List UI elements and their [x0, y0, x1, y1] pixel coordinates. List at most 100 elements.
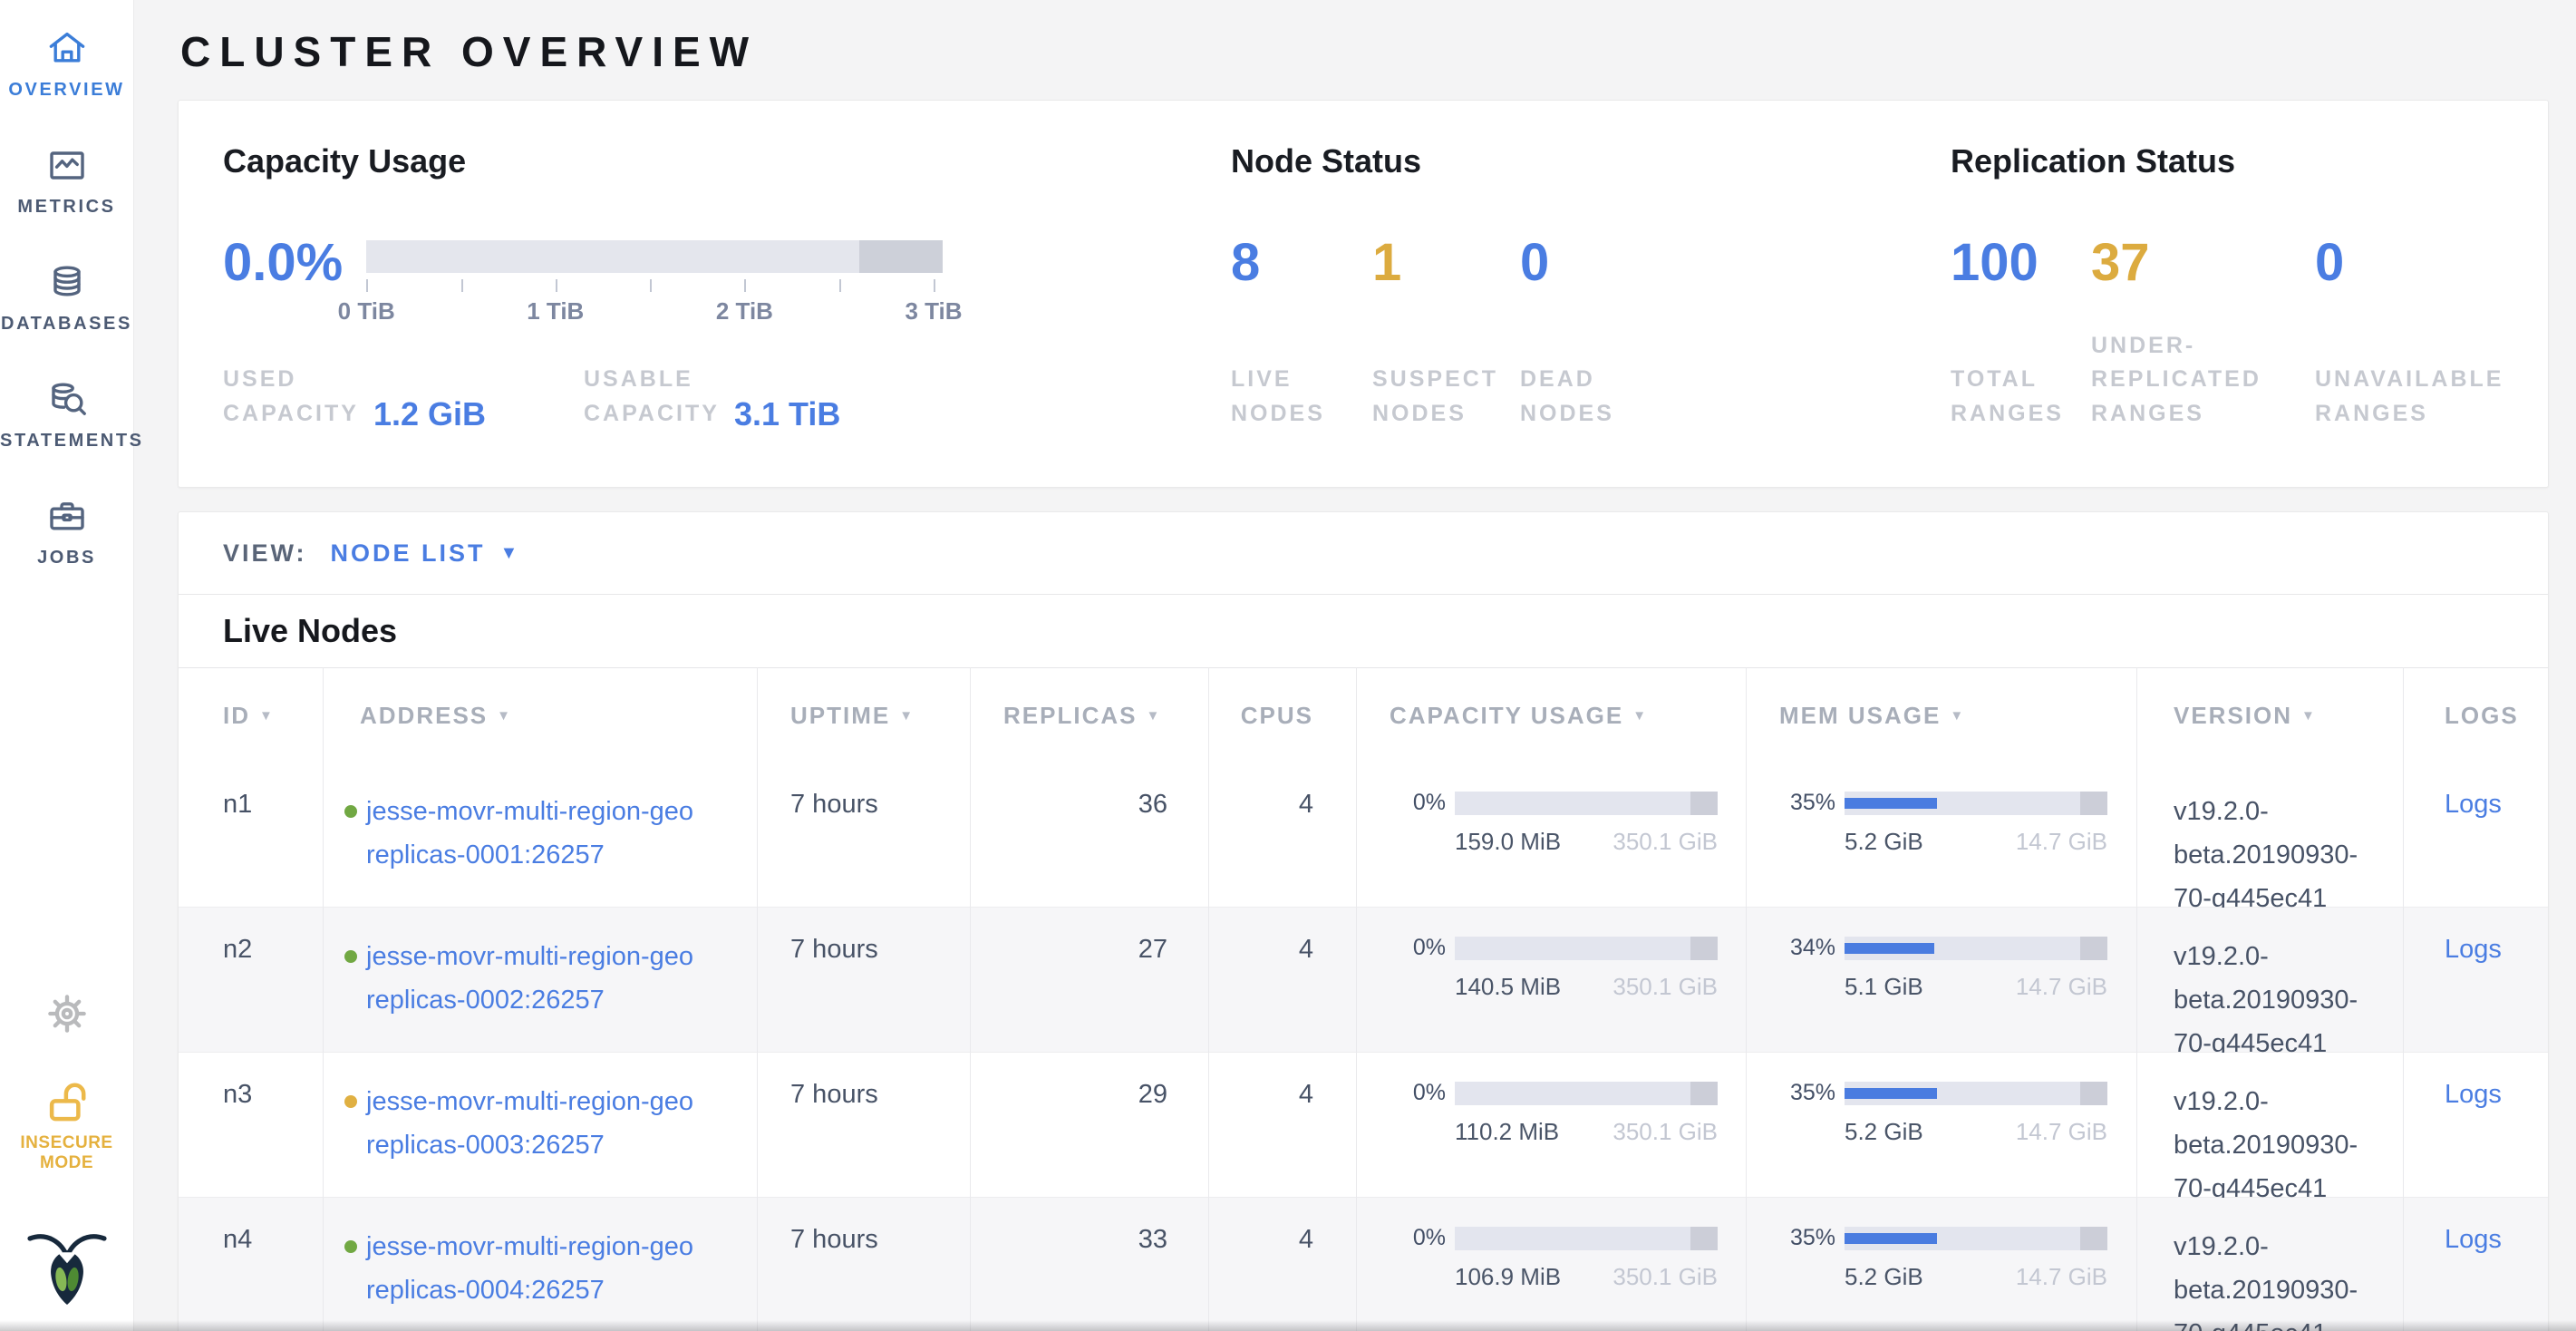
- node-address-cell: jesse-movr-multi-region-geo replicas-000…: [323, 1198, 757, 1331]
- sidebar-item-statements[interactable]: STATEMENTS: [0, 355, 141, 471]
- node-mem-cell: 34% 5.1 GiB 14.7 GiB: [1746, 908, 2136, 1053]
- mem-used-value: 5.2 GiB: [1845, 1263, 1923, 1290]
- mem-percent-label: 35%: [1789, 1225, 1835, 1250]
- dead-nodes-stat: 0 DEAD NODES: [1520, 237, 1633, 431]
- node-replicas-cell: 29: [970, 1053, 1208, 1198]
- capacity-total-value: 350.1 GiB: [1612, 828, 1718, 855]
- column-header-capacity-usage[interactable]: CAPACITY USAGE ▼: [1356, 667, 1746, 763]
- node-address-link[interactable]: jesse-movr-multi-region-geo: [366, 942, 693, 971]
- used-capacity-stat: USED CAPACITY 1.2 GiB: [223, 363, 584, 432]
- capacity-percent-label: 0%: [1412, 790, 1446, 815]
- sort-icon: ▼: [1632, 707, 1649, 724]
- node-version-cell: v19.2.0-beta.20190930-70-g445ec41: [2136, 763, 2403, 913]
- home-icon: [45, 27, 89, 71]
- page-title: CLUSTER OVERVIEW: [180, 28, 759, 75]
- node-logs-cell: Logs: [2403, 908, 2548, 1053]
- node-address-link[interactable]: replicas-0001:26257: [366, 840, 605, 870]
- mem-bar: [1845, 936, 2107, 960]
- node-version-cell: v19.2.0-beta.20190930-70-g445ec41: [2136, 1198, 2403, 1331]
- node-address-cell: jesse-movr-multi-region-geo replicas-000…: [323, 763, 757, 908]
- settings-button[interactable]: [0, 990, 133, 1037]
- jobs-icon: [45, 495, 89, 539]
- node-id-cell: n1: [179, 763, 323, 908]
- column-header-version[interactable]: VERSION ▼: [2136, 667, 2403, 763]
- sidebar-item-databases[interactable]: DATABASES: [0, 238, 133, 355]
- insecure-mode-label: INSECURE MODE: [20, 1133, 113, 1172]
- node-status-icon: [344, 805, 357, 818]
- sidebar-item-overview[interactable]: OVERVIEW: [0, 0, 133, 121]
- node-address-cell: jesse-movr-multi-region-geo replicas-000…: [323, 1053, 757, 1198]
- unlock-icon: [0, 1075, 133, 1124]
- used-capacity-label: USED CAPACITY: [223, 366, 359, 426]
- usable-capacity-value: 3.1 TiB: [734, 395, 841, 432]
- logs-link[interactable]: Logs: [2445, 1080, 2502, 1109]
- capacity-bar-nonusable: [858, 240, 944, 273]
- mem-used-value: 5.1 GiB: [1845, 973, 1923, 1000]
- node-address-link[interactable]: replicas-0002:26257: [366, 986, 605, 1015]
- capacity-bar-chart: 0 TiB 1 TiB 2 TiB 3 TiB: [337, 240, 963, 325]
- mem-bar: [1845, 791, 2107, 815]
- total-ranges-stat: 100 TOTAL RANGES: [1951, 237, 2091, 431]
- suspect-nodes-label: SUSPECT NODES: [1372, 366, 1499, 426]
- capacity-axis-labels: 0 TiB 1 TiB 2 TiB 3 TiB: [337, 297, 963, 325]
- metrics-icon: [45, 144, 89, 188]
- replication-status-section: Replication Status 100 TOTAL RANGES 37 U…: [1951, 142, 2512, 487]
- node-status-title: Node Status: [1231, 142, 1422, 180]
- total-ranges-label: TOTAL RANGES: [1951, 366, 2064, 426]
- cockroachdb-logo[interactable]: [0, 1219, 133, 1309]
- sidebar-item-jobs[interactable]: JOBS: [0, 471, 133, 588]
- usable-capacity-label: USABLE CAPACITY: [584, 366, 720, 426]
- live-nodes-title: Live Nodes: [223, 612, 398, 649]
- node-status-icon: [344, 950, 357, 963]
- view-dropdown-value: NODE LIST: [330, 539, 486, 567]
- node-replicas-cell: 36: [970, 763, 1208, 908]
- capacity-bar-track: [366, 240, 944, 273]
- node-version-cell: v19.2.0-beta.20190930-70-g445ec41: [2136, 1053, 2403, 1203]
- sort-icon: ▼: [899, 707, 915, 724]
- sidebar-item-label: OVERVIEW: [8, 80, 125, 100]
- sidebar-item-label: DATABASES: [1, 314, 132, 334]
- column-header-logs: LOGS: [2403, 667, 2548, 763]
- logs-link[interactable]: Logs: [2445, 935, 2502, 964]
- suspect-nodes-stat: 1 SUSPECT NODES: [1372, 237, 1520, 431]
- databases-icon: [45, 261, 89, 305]
- node-list-card: VIEW: NODE LIST ▼ Live Nodes ID ▼ ADDRESS…: [178, 511, 2549, 1331]
- capacity-percent: 0.0%: [223, 233, 344, 292]
- sidebar-item-label: METRICS: [17, 197, 116, 217]
- capacity-usage-title: Capacity Usage: [223, 142, 467, 180]
- node-uptime-cell: 7 hours: [757, 908, 970, 1053]
- capacity-percent-label: 0%: [1412, 1080, 1446, 1105]
- unavailable-ranges-label: UNAVAILABLE RANGES: [2315, 366, 2504, 426]
- node-address-link[interactable]: replicas-0004:26257: [366, 1276, 605, 1305]
- capacity-usage-section: Capacity Usage 0.0% 0 Ti: [223, 142, 1231, 487]
- capacity-bar: [1455, 791, 1718, 815]
- dead-nodes-value: 0: [1520, 233, 1550, 292]
- column-header-id[interactable]: ID ▼: [179, 667, 323, 763]
- sidebar-item-metrics[interactable]: METRICS: [0, 121, 133, 238]
- suspect-nodes-value: 1: [1372, 233, 1402, 292]
- node-address-link[interactable]: replicas-0003:26257: [366, 1131, 605, 1160]
- node-logs-cell: Logs: [2403, 763, 2548, 908]
- node-address-link[interactable]: jesse-movr-multi-region-geo: [366, 797, 693, 826]
- live-nodes-label: LIVE NODES: [1231, 366, 1325, 426]
- node-version-cell: v19.2.0-beta.20190930-70-g445ec41: [2136, 908, 2403, 1058]
- column-header-uptime[interactable]: UPTIME ▼: [757, 667, 970, 763]
- node-address-link[interactable]: jesse-movr-multi-region-geo: [366, 1232, 693, 1261]
- node-id-cell: n2: [179, 908, 323, 1053]
- column-header-address[interactable]: ADDRESS ▼: [323, 667, 757, 763]
- capacity-percent-label: 0%: [1412, 935, 1446, 960]
- node-address-link[interactable]: jesse-movr-multi-region-geo: [366, 1087, 693, 1116]
- node-status-icon: [344, 1240, 357, 1253]
- logs-link[interactable]: Logs: [2445, 1225, 2502, 1254]
- node-uptime-cell: 7 hours: [757, 763, 970, 908]
- column-header-replicas[interactable]: REPLICAS ▼: [970, 667, 1208, 763]
- logs-link[interactable]: Logs: [2445, 790, 2502, 819]
- view-dropdown[interactable]: NODE LIST ▼: [331, 539, 518, 568]
- node-id-cell: n3: [179, 1053, 323, 1198]
- statements-icon: [45, 378, 89, 422]
- under-replicated-ranges-label: UNDER-REPLICATED RANGES: [2091, 332, 2261, 426]
- unavailable-ranges-value: 0: [2315, 233, 2345, 292]
- node-address-cell: jesse-movr-multi-region-geo replicas-000…: [323, 908, 757, 1053]
- capacity-axis-ticks: [366, 277, 943, 297]
- column-header-mem-usage[interactable]: MEM USAGE ▼: [1746, 667, 2136, 763]
